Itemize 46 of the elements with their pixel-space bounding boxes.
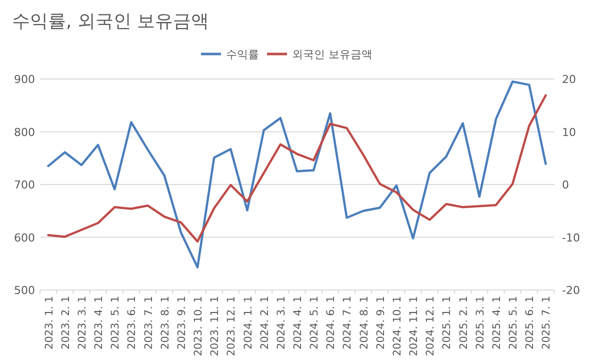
x-tick-label: 2023. 8. 1 <box>159 296 172 350</box>
y-tick-label: 600 <box>14 231 35 244</box>
x-tick-label: 2024. 8. 1 <box>358 296 370 350</box>
x-tick-label: 2024. 11. 1 <box>408 296 420 356</box>
x-tick-label: 2025. 2. 1 <box>458 296 470 350</box>
y-tick-label: 700 <box>14 178 35 192</box>
x-tick-label: 2025. 5. 1 <box>508 296 520 350</box>
legend-label: 수익률 <box>226 48 259 61</box>
x-tick-label: 2024. 7. 1 <box>342 296 354 350</box>
x-tick-label: 2023. 9. 1 <box>176 296 188 350</box>
y2-tick-label: 10 <box>562 126 576 139</box>
y-tick-label: 500 <box>14 284 35 297</box>
chart-title: 수익률, 외국인 보유금액 <box>12 11 210 32</box>
x-tick-label: 2024. 10. 1 <box>391 296 404 356</box>
x-tick-label: 2024. 1. 1 <box>242 296 254 350</box>
x-tick-label: 2023. 2. 1 <box>60 296 72 350</box>
x-tick-label: 2023. 11. 1 <box>209 296 222 356</box>
y2-tick-label: 20 <box>562 73 576 86</box>
x-tick-label: 2024. 2. 1 <box>258 296 271 350</box>
x-tick-label: 2023. 12. 1 <box>226 296 238 356</box>
y2-tick-label: 0 <box>562 178 569 192</box>
line-series <box>47 94 547 243</box>
x-tick-label: 2024. 5. 1 <box>308 296 321 350</box>
x-tick-label: 2024. 6. 1 <box>325 296 338 350</box>
y2-tick-label: -10 <box>562 231 580 244</box>
x-tick-label: 2025. 4. 1 <box>490 296 503 350</box>
x-tick-label: 2023. 3. 1 <box>76 296 88 350</box>
x-tick-label: 2023. 7. 1 <box>142 296 155 350</box>
legend-label: 외국인 보유금액 <box>292 48 372 61</box>
x-tick-label: 2025. 3. 1 <box>474 296 486 350</box>
x-tick-label: 2024. 12. 1 <box>424 296 437 356</box>
x-tick-label: 2025. 7. 1 <box>540 296 553 350</box>
x-tick-label: 2024. 4. 1 <box>292 296 304 350</box>
line-series <box>47 80 547 268</box>
x-tick-label: 2023. 5. 1 <box>110 296 122 350</box>
x-tick-label: 2023. 4. 1 <box>93 296 106 350</box>
x-tick-label: 2024. 9. 1 <box>374 296 387 350</box>
y2-tick-label: -20 <box>562 284 580 297</box>
x-tick-label: 2023. 1. 1 <box>43 296 56 350</box>
y-tick-label: 900 <box>14 73 35 86</box>
x-tick-label: 2025. 1. 1 <box>441 296 454 350</box>
x-tick-label: 2023. 6. 1 <box>126 296 138 350</box>
x-tick-label: 2023. 10. 1 <box>192 296 205 356</box>
x-tick-label: 2025. 6. 1 <box>524 296 536 350</box>
y-tick-label: 800 <box>14 126 35 139</box>
x-tick-label: 2024. 3. 1 <box>275 296 288 350</box>
